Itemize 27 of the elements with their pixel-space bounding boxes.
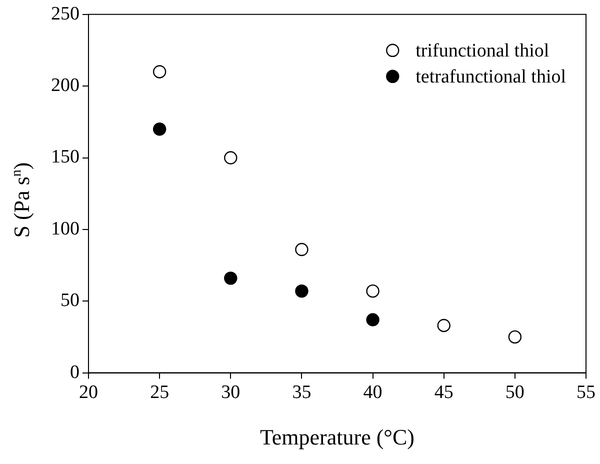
- y-tick-label: 250: [51, 3, 80, 24]
- point: [366, 313, 380, 326]
- point: [152, 65, 166, 78]
- point: [295, 242, 308, 256]
- point: [152, 122, 166, 136]
- x-tick-label: 50: [505, 382, 524, 404]
- y-tick-label: 0: [70, 362, 80, 383]
- x-tick-label: 35: [292, 382, 312, 404]
- point: [508, 330, 522, 344]
- y-tick-label: 50: [60, 290, 80, 312]
- x-tick-label: 30: [221, 382, 240, 404]
- legend-label: trifunctional thiol: [416, 40, 550, 62]
- y-tick-label: 100: [51, 218, 80, 240]
- y-tick-label: 200: [51, 75, 80, 96]
- y-tick-label: 150: [51, 146, 80, 168]
- x-tick-label: 20: [79, 382, 98, 404]
- point: [295, 284, 308, 298]
- point: [224, 272, 238, 285]
- x-tick-label: 45: [434, 382, 454, 404]
- x-tick-label: 40: [363, 382, 382, 404]
- x-tick-label: 55: [576, 382, 596, 404]
- point: [366, 284, 380, 298]
- legend-label: tetrafunctional thiol: [416, 66, 566, 88]
- x-tick-label: 25: [150, 382, 170, 404]
- x-axis-title: Temperature (°C): [260, 424, 414, 450]
- point: [437, 318, 450, 332]
- point: [224, 151, 238, 164]
